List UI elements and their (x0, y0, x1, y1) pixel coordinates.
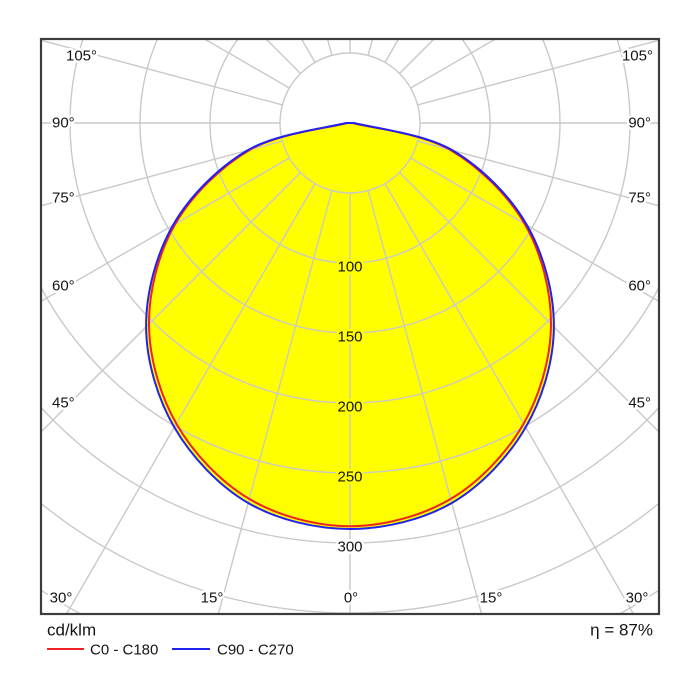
curve-c0-c180 (147, 122, 553, 528)
radial-label-300: 300 (337, 539, 362, 556)
angle-label-bottom-30l: 30° (50, 590, 73, 607)
angle-label-left-75: 75° (52, 190, 75, 207)
efficiency-value: η = 87% (590, 621, 653, 640)
angle-label-bottom-30r: 30° (626, 590, 649, 607)
radial-label-150: 150 (337, 329, 362, 346)
legend: cd/klm C0 - C180 C90 - C270 η = 87% (47, 621, 653, 659)
legend-label-c0-c180: C0 - C180 (90, 642, 158, 659)
angle-label-left-45: 45° (52, 395, 75, 412)
angle-labels: 105° 90° 75° 60° 45° 105° 90° 75° 60° 45… (47, 45, 655, 609)
legend-label-c90-c270: C90 - C270 (217, 642, 294, 659)
angle-label-bottom-15r: 15° (480, 590, 503, 607)
angle-label-right-105: 105° (622, 48, 653, 65)
angle-label-bottom-0: 0° (344, 590, 358, 607)
radial-label-100: 100 (337, 259, 362, 276)
radial-label-250: 250 (337, 469, 362, 486)
angle-label-right-90: 90° (628, 115, 651, 132)
plot-border (39, 37, 661, 616)
angle-label-left-105: 105° (66, 48, 97, 65)
angle-label-right-45: 45° (628, 395, 651, 412)
angle-label-right-75: 75° (628, 190, 651, 207)
radial-tick-labels: 100 150 200 250 300 (335, 256, 365, 558)
curve-c90-c270 (145, 122, 555, 531)
angle-label-left-90: 90° (52, 115, 75, 132)
angle-label-bottom-15l: 15° (201, 590, 224, 607)
legend-unit-label: cd/klm (47, 621, 96, 640)
angle-label-left-60: 60° (52, 278, 75, 295)
radial-label-200: 200 (337, 399, 362, 416)
angle-label-right-60: 60° (628, 278, 651, 295)
